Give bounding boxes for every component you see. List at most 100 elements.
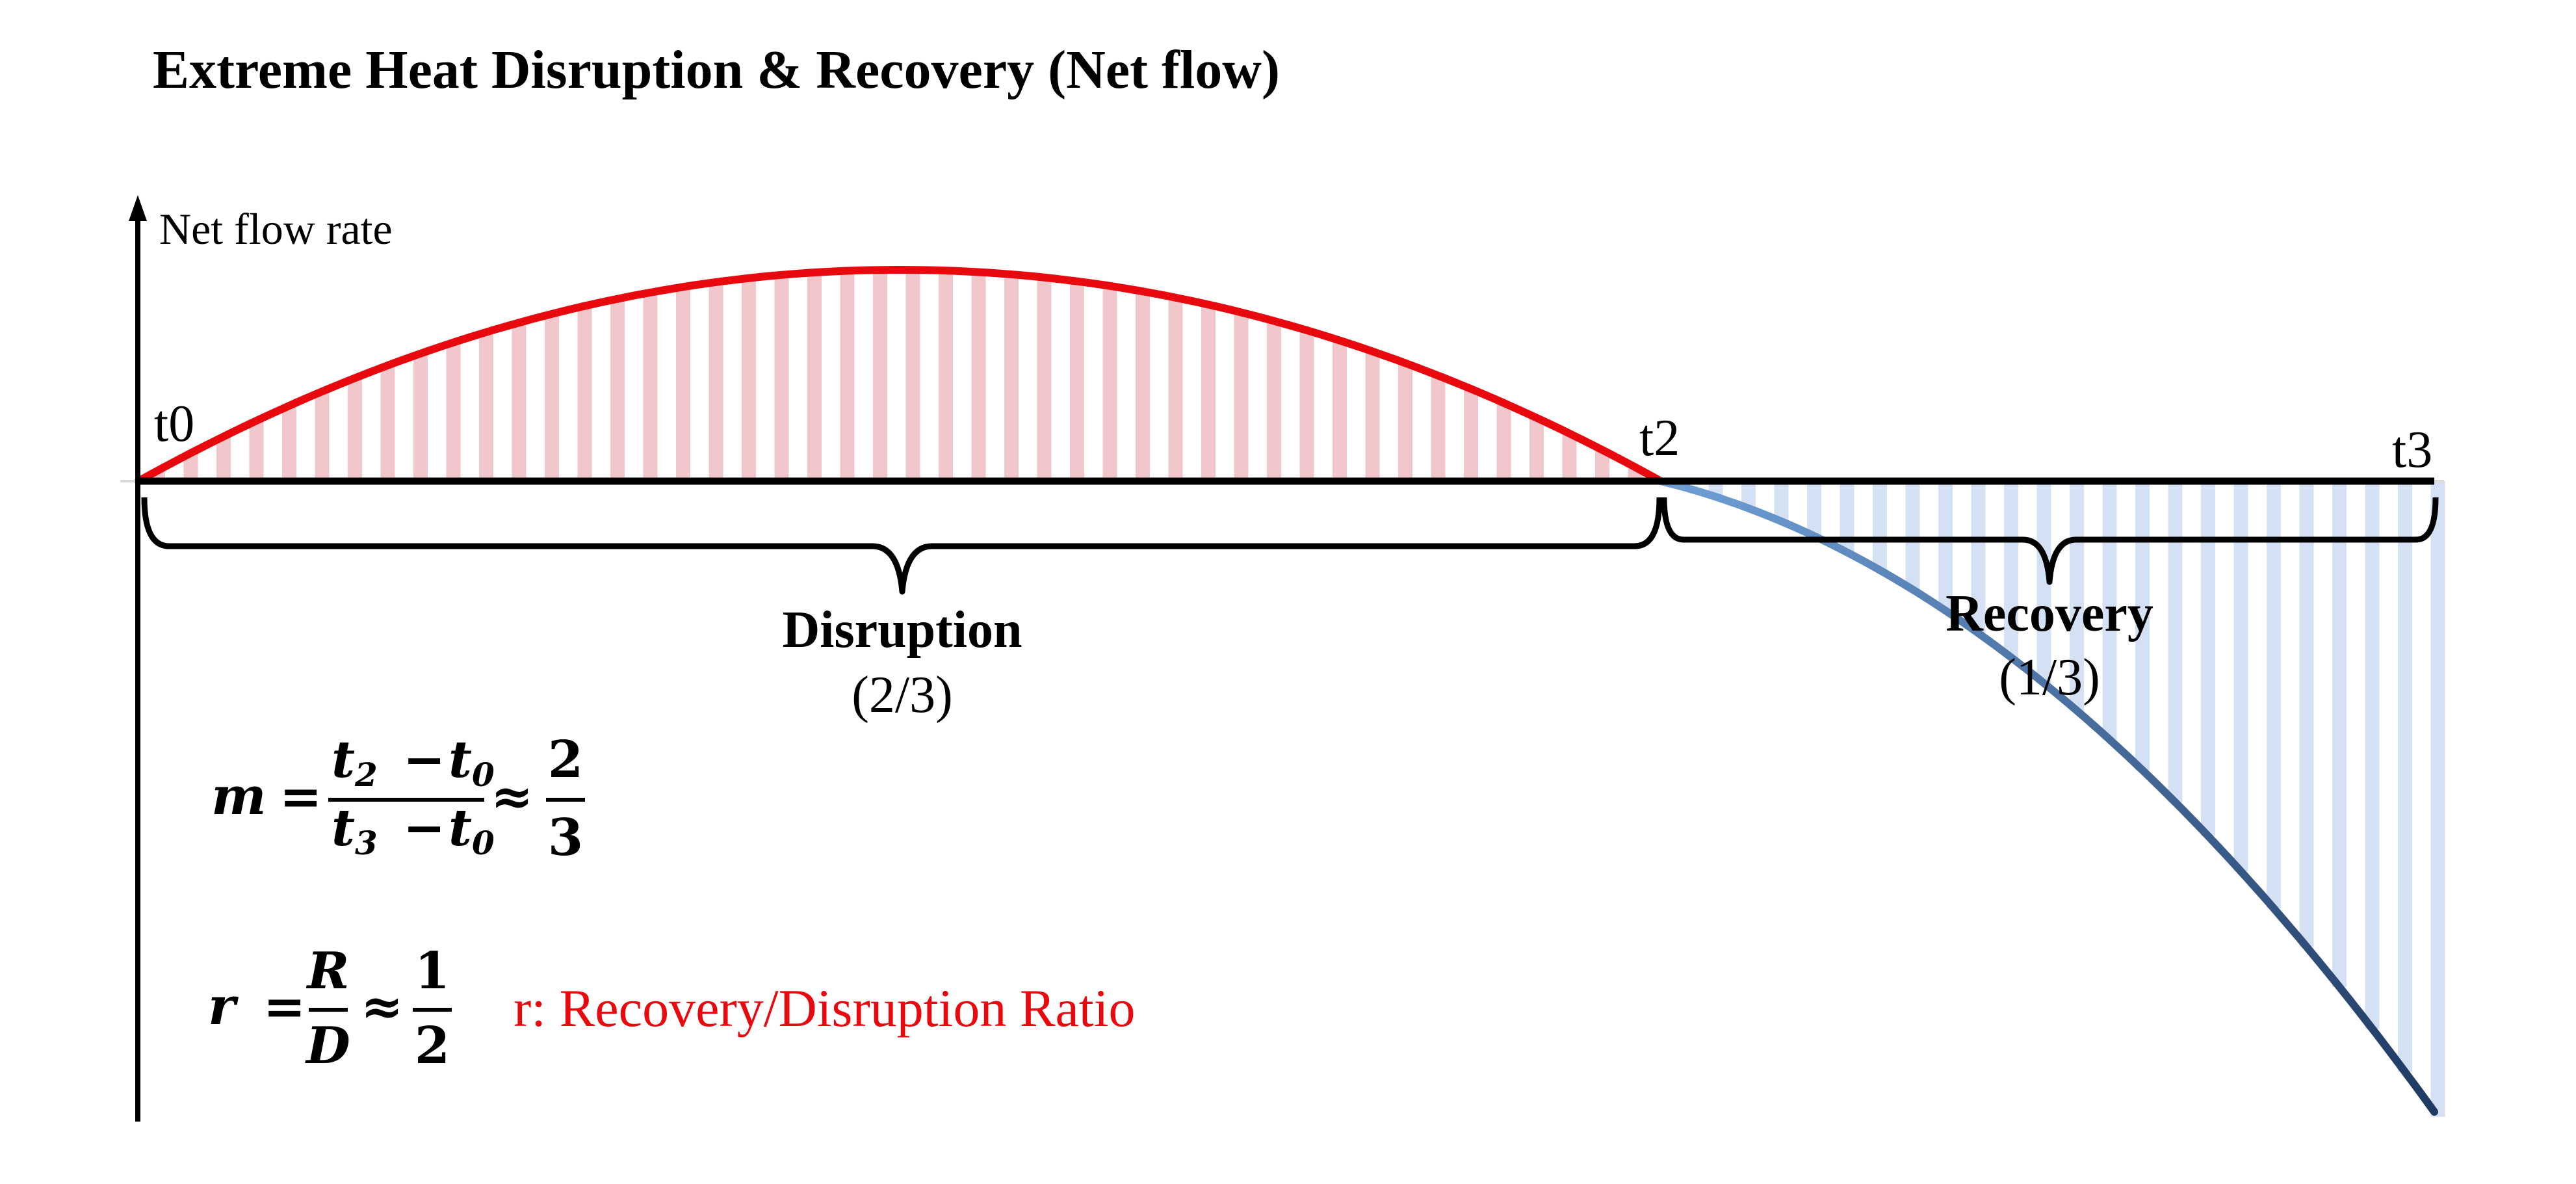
disruption-stripe xyxy=(939,270,953,481)
disruption-stripe xyxy=(1529,417,1544,481)
y-axis-arrow-icon xyxy=(129,195,147,221)
formula-r-equals: = xyxy=(263,977,306,1036)
formula-m-result-den: 3 xyxy=(548,808,583,867)
formula-m-den-t3: t3 xyxy=(332,798,378,862)
disruption-stripe xyxy=(1267,321,1281,481)
formula-m-approx: ≈ xyxy=(491,767,533,826)
disruption-stripe xyxy=(873,270,887,481)
disruption-stripe xyxy=(709,282,723,481)
recovery-stripe xyxy=(2430,481,2445,1117)
disruption-curve xyxy=(135,265,1665,485)
disruption-stripe xyxy=(1398,363,1412,481)
disruption-stripe xyxy=(348,378,362,481)
disruption-stripe xyxy=(840,270,855,481)
disruption-stripe xyxy=(413,353,428,481)
recovery-brace xyxy=(1661,497,2439,585)
disruption-brace xyxy=(141,497,1663,595)
formula-r-result-num: 1 xyxy=(415,941,450,1001)
disruption-stripe xyxy=(1299,330,1314,481)
disruption-stripe xyxy=(1070,281,1084,481)
formula-m-num-t0: t0 xyxy=(449,730,495,794)
disruption-stripe xyxy=(183,453,198,481)
disruption-stripe xyxy=(249,421,264,481)
disruption-stripe xyxy=(1234,312,1249,481)
formula-m: m = t2 − t0 t3 − t0 ≈ 2 3 xyxy=(211,730,585,867)
recovery-fraction: (1/3) xyxy=(1999,649,2100,706)
recovery-stripe xyxy=(2299,481,2314,947)
disruption-stripe xyxy=(1464,389,1478,481)
y-axis-label: Net flow rate xyxy=(159,204,393,254)
disruption-stripe xyxy=(807,272,822,481)
recovery-stripe xyxy=(2365,481,2380,1029)
disruption-stripe xyxy=(643,292,658,481)
recovery-stripe xyxy=(1971,481,1986,633)
disruption-stripe xyxy=(1431,375,1446,481)
recovery-stripe xyxy=(2267,481,2281,908)
formula-r-lhs: r xyxy=(208,975,239,1036)
recovery-curve xyxy=(1657,477,2438,1116)
formula-m-den-minus: − xyxy=(403,798,445,858)
recovery-stripe xyxy=(1774,481,1789,521)
formula-m-num-minus: − xyxy=(403,730,445,789)
recovery-stripe xyxy=(1905,481,1920,590)
disruption-stripe xyxy=(1136,291,1150,481)
recovery-stripe xyxy=(2233,481,2248,872)
disruption-stripe xyxy=(1168,297,1183,481)
recovery-stripe xyxy=(2201,481,2215,836)
recovery-stripe xyxy=(2102,481,2117,740)
disruption-stripe xyxy=(971,272,986,481)
formula-m-den-t0: t0 xyxy=(449,798,495,862)
formula-m-equals: = xyxy=(280,767,322,826)
disruption-stripe xyxy=(610,298,625,481)
recovery-stripe xyxy=(1741,481,1756,508)
disruption-stripe xyxy=(577,306,592,481)
disruption-stripe xyxy=(1562,433,1577,481)
disruption-stripe xyxy=(446,342,461,481)
disruption-stripe xyxy=(216,436,231,481)
time-label-t3: t3 xyxy=(2392,421,2432,479)
disruption-fraction: (2/3) xyxy=(852,666,953,724)
disruption-stripe xyxy=(1004,274,1019,481)
disruption-stripe xyxy=(1037,277,1052,481)
formula-r-approx: ≈ xyxy=(361,977,403,1036)
disruption-stripe xyxy=(479,332,493,481)
disruption-stripe xyxy=(315,391,330,481)
formula-m-num-t2: t2 xyxy=(332,730,378,794)
recovery-stripe xyxy=(1807,481,1821,536)
chart-title: Extreme Heat Disruption & Recovery (Net … xyxy=(153,40,1280,100)
recovery-stripe xyxy=(2398,481,2412,1072)
recovery-label: Recovery xyxy=(1945,585,2153,642)
disruption-area-fill xyxy=(151,270,1643,481)
formula-r-result-den: 2 xyxy=(415,1016,450,1075)
disruption-stripe xyxy=(1595,449,1609,481)
disruption-stripe xyxy=(1496,402,1511,481)
time-label-t0: t0 xyxy=(154,395,194,453)
disruption-label: Disruption xyxy=(783,601,1022,659)
disruption-stripe xyxy=(905,270,920,481)
disruption-stripe xyxy=(380,365,395,481)
formula-r-num: R xyxy=(306,941,350,1001)
formula-r-den: D xyxy=(305,1016,350,1075)
disruption-stripe xyxy=(512,322,527,481)
formula-r: r = R D ≈ 1 2 xyxy=(208,941,452,1075)
disruption-stripe xyxy=(1201,304,1216,481)
recovery-stripe xyxy=(1873,481,1887,570)
recovery-stripe xyxy=(2168,481,2183,802)
recovery-stripe xyxy=(1840,481,1854,553)
formula-m-result-num: 2 xyxy=(548,730,583,789)
disruption-stripe xyxy=(676,287,690,481)
disruption-stripe xyxy=(742,278,756,481)
formula-m-lhs: m xyxy=(211,765,267,826)
disruption-stripe xyxy=(774,274,789,481)
recovery-area-fill xyxy=(1676,481,2445,1117)
recovery-stripe xyxy=(2332,481,2347,987)
recovery-stripe xyxy=(2036,481,2051,683)
ratio-note: r: Recovery/Disruption Ratio xyxy=(514,979,1136,1038)
disruption-stripe xyxy=(1102,285,1117,481)
disruption-stripe xyxy=(1365,351,1380,481)
disruption-stripe xyxy=(545,313,559,481)
recovery-stripe xyxy=(2004,481,2018,658)
time-label-t2: t2 xyxy=(1639,410,1680,467)
disruption-stripe xyxy=(1333,340,1347,481)
